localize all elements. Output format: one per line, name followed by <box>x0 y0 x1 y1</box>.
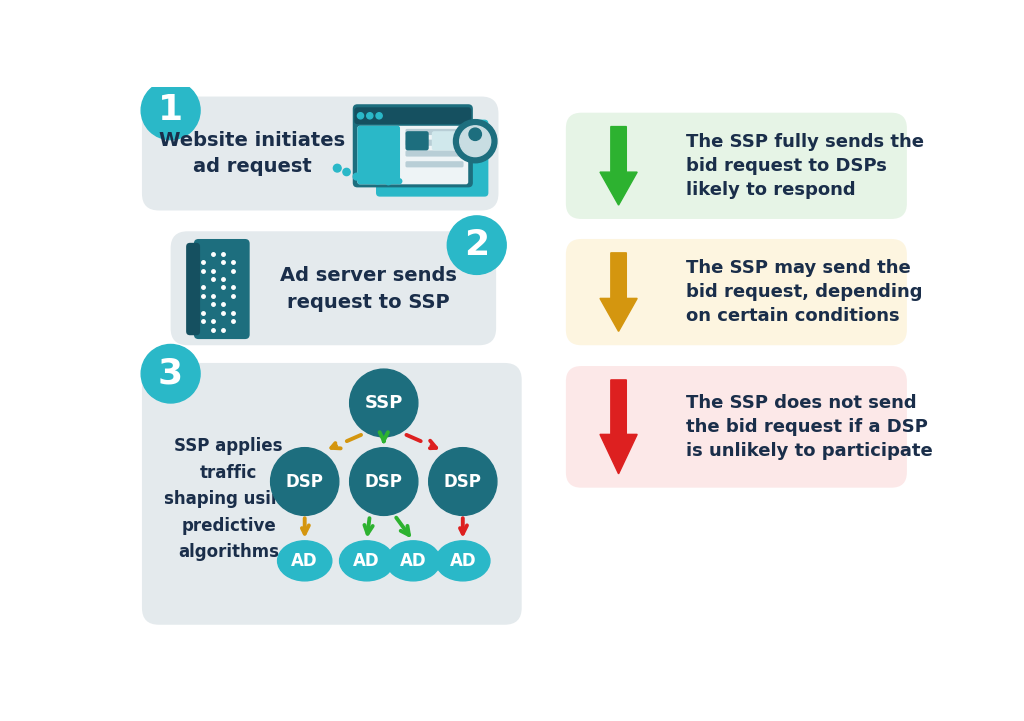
Circle shape <box>270 448 339 516</box>
Text: AD: AD <box>292 552 318 570</box>
Text: 1: 1 <box>158 94 183 128</box>
FancyBboxPatch shape <box>142 97 499 211</box>
Circle shape <box>375 178 381 184</box>
Text: DSP: DSP <box>286 472 324 490</box>
FancyBboxPatch shape <box>566 112 907 219</box>
Text: Ad server sends
request to SSP: Ad server sends request to SSP <box>280 266 457 311</box>
Circle shape <box>386 180 391 185</box>
Circle shape <box>460 125 490 156</box>
FancyBboxPatch shape <box>357 125 468 185</box>
FancyBboxPatch shape <box>406 129 464 135</box>
Circle shape <box>349 448 418 516</box>
Text: DSP: DSP <box>365 472 402 490</box>
Circle shape <box>447 216 506 275</box>
FancyBboxPatch shape <box>142 363 521 625</box>
Ellipse shape <box>435 541 489 581</box>
Circle shape <box>454 120 497 163</box>
FancyArrow shape <box>600 253 637 332</box>
FancyArrow shape <box>600 127 637 205</box>
FancyBboxPatch shape <box>406 140 464 146</box>
Circle shape <box>376 112 382 119</box>
Circle shape <box>141 81 200 140</box>
Circle shape <box>429 448 497 516</box>
Circle shape <box>364 177 370 183</box>
Text: The SSP fully sends the
bid request to DSPs
likely to respond: The SSP fully sends the bid request to D… <box>686 133 924 199</box>
FancyBboxPatch shape <box>406 162 464 167</box>
Circle shape <box>469 128 481 141</box>
FancyBboxPatch shape <box>566 366 907 487</box>
Circle shape <box>343 169 350 176</box>
Ellipse shape <box>340 541 394 581</box>
FancyBboxPatch shape <box>406 131 429 151</box>
FancyBboxPatch shape <box>376 120 488 197</box>
Circle shape <box>349 369 418 437</box>
Text: SSP: SSP <box>365 394 402 412</box>
Ellipse shape <box>278 541 332 581</box>
Text: 2: 2 <box>464 228 489 262</box>
FancyBboxPatch shape <box>352 105 473 187</box>
FancyBboxPatch shape <box>566 239 907 345</box>
Circle shape <box>141 345 200 403</box>
Text: AD: AD <box>400 552 427 570</box>
Text: Website initiates
ad request: Website initiates ad request <box>159 131 345 176</box>
Text: 3: 3 <box>158 357 183 391</box>
FancyArrow shape <box>600 380 637 474</box>
Text: SSP applies
traffic
shaping using
predictive
algorithms: SSP applies traffic shaping using predic… <box>164 438 294 561</box>
Circle shape <box>334 164 341 172</box>
Text: DSP: DSP <box>443 472 481 490</box>
FancyBboxPatch shape <box>406 151 464 156</box>
FancyBboxPatch shape <box>354 107 471 124</box>
FancyBboxPatch shape <box>171 231 496 345</box>
FancyBboxPatch shape <box>186 243 200 335</box>
Ellipse shape <box>386 541 440 581</box>
Text: The SSP does not send
the bid request if a DSP
is unlikely to participate: The SSP does not send the bid request if… <box>686 394 933 460</box>
Circle shape <box>367 112 373 119</box>
Circle shape <box>353 173 360 180</box>
Text: AD: AD <box>450 552 476 570</box>
Circle shape <box>396 179 401 184</box>
Text: AD: AD <box>353 552 380 570</box>
FancyBboxPatch shape <box>432 131 463 151</box>
Text: The SSP may send the
bid request, depending
on certain conditions: The SSP may send the bid request, depend… <box>686 259 923 325</box>
Circle shape <box>357 112 364 119</box>
FancyBboxPatch shape <box>194 239 250 339</box>
FancyBboxPatch shape <box>357 125 400 185</box>
